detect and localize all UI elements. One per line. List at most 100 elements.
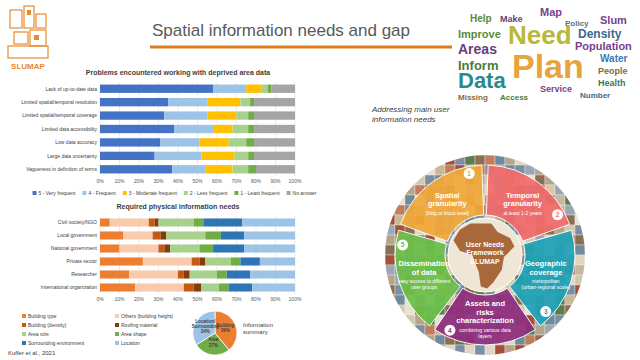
photo-tile — [555, 185, 565, 195]
grid-line — [100, 216, 101, 294]
bar — [262, 85, 268, 93]
photo-tile — [425, 155, 435, 165]
bar — [199, 138, 228, 146]
photo-tile — [385, 345, 395, 355]
photo-tile — [575, 345, 585, 355]
photo-tile — [575, 185, 585, 195]
segment-detail: metropolitan(urban-regional scale) — [522, 278, 571, 290]
legend-swatch — [115, 314, 119, 318]
bar — [213, 85, 246, 93]
bar — [272, 85, 295, 93]
bar — [205, 231, 221, 239]
cloud-word: Number — [580, 91, 610, 100]
bar — [123, 231, 152, 239]
grid-line — [119, 216, 120, 294]
bar — [184, 270, 190, 278]
photo-tile — [445, 155, 455, 165]
tick-label: 50% — [192, 178, 203, 184]
photo-tile — [415, 165, 425, 175]
photo-tile — [465, 155, 475, 165]
photo-tile — [555, 335, 565, 345]
bar — [229, 138, 247, 146]
tick-label: 90% — [270, 296, 281, 302]
photo-tile — [575, 255, 585, 265]
photo-tile — [405, 345, 415, 355]
bar — [244, 231, 295, 239]
bar — [246, 138, 254, 146]
photo-tile — [395, 165, 405, 175]
legend-label: 2 - Less frequent — [190, 190, 228, 196]
bar — [100, 244, 120, 252]
bar — [237, 111, 249, 119]
photo-tile — [415, 335, 425, 345]
bar — [168, 98, 207, 106]
cloud-word: Areas — [458, 41, 497, 57]
photo-tile — [385, 225, 395, 235]
text-line: of data — [412, 268, 437, 277]
photo-tile — [395, 195, 405, 205]
africa-map — [454, 224, 515, 289]
bar — [213, 244, 244, 252]
legend-swatch — [115, 341, 119, 345]
photo-tile — [565, 295, 575, 305]
segment-number: 5 — [401, 241, 405, 248]
bar — [190, 270, 217, 278]
text-line: User Needs — [466, 241, 505, 248]
text-line: summary — [243, 329, 268, 335]
bar — [199, 244, 213, 252]
photo-tile — [445, 345, 455, 355]
photo-tile — [445, 325, 455, 335]
photo-tile — [385, 275, 395, 285]
photo-tile — [565, 205, 575, 215]
photo-tile — [385, 235, 395, 245]
center-label: User NeedsFrameworkSLUMAP — [466, 241, 505, 265]
photo-tile — [555, 175, 565, 185]
bar — [240, 257, 260, 265]
photo-tile — [565, 325, 575, 335]
category-label: National government — [51, 245, 98, 251]
photo-tile — [565, 195, 575, 205]
photo-tile — [545, 325, 555, 335]
number-badge — [444, 325, 455, 336]
bar — [233, 125, 249, 133]
photo-tile — [535, 155, 545, 165]
bar — [110, 218, 149, 226]
legend-swatch — [33, 191, 37, 195]
photo-tile — [545, 175, 555, 185]
logo-block — [10, 10, 22, 28]
legend-swatch — [234, 191, 238, 195]
number-badge — [397, 239, 408, 250]
tick-label: 80% — [251, 178, 262, 184]
cloud-word: Policy — [565, 19, 589, 28]
tick-label: 30% — [153, 178, 164, 184]
cloud-word: Service — [540, 84, 572, 94]
cloud-word: Health — [598, 78, 626, 88]
bar — [233, 165, 249, 173]
text-line: layers — [478, 333, 492, 339]
bar — [100, 231, 123, 239]
photo-tile — [535, 325, 545, 335]
category-label: International organization — [41, 284, 97, 290]
tick-label: 20% — [134, 296, 145, 302]
tick-label: 60% — [212, 178, 223, 184]
bar — [100, 85, 213, 93]
photo-tile — [415, 155, 425, 165]
bar — [207, 111, 236, 119]
legend-label: Others (building height) — [121, 313, 173, 319]
legend-swatch — [82, 191, 86, 195]
photo-tile — [435, 345, 445, 355]
bar — [244, 244, 295, 252]
legend-swatch — [184, 191, 188, 195]
bar-chart: Problems encountered working with depriv… — [21, 69, 317, 196]
photo-tile — [555, 155, 565, 165]
segment-label: Geographiccoverage — [525, 259, 567, 277]
legend: 5 - Very frequent4 - Frequent3 - Moderat… — [33, 190, 317, 196]
photo-tile — [565, 335, 575, 345]
bar — [178, 270, 184, 278]
legend-swatch — [22, 323, 26, 327]
segment-detail: at least 1-2 years — [503, 210, 542, 216]
photo-tile — [395, 335, 405, 345]
grid-line — [295, 216, 296, 294]
bar — [248, 125, 254, 133]
bar — [100, 111, 164, 119]
